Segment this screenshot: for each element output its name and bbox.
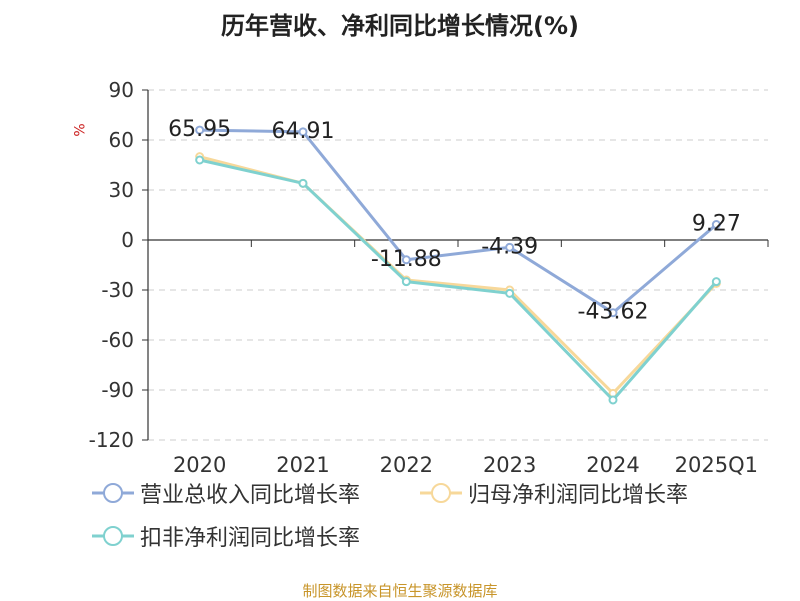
- x-tick-label: 2024: [586, 453, 639, 477]
- legend-label-net-profit: 归母净利润同比增长率: [468, 483, 689, 508]
- data-point-revenue: [195, 125, 205, 135]
- data-label-revenue: 9.27: [692, 212, 741, 237]
- data-labels: 65.95 64.91 -11.88 -4.39 -43.62 9.27: [168, 117, 741, 325]
- grid-lines: [148, 89, 768, 441]
- data-label-revenue: 65.95: [168, 117, 231, 142]
- legend-item-deducted-net-profit[interactable]: 扣非净利润同比增长率: [92, 521, 360, 551]
- y-tick-label: 60: [109, 128, 134, 152]
- data-point-deducted-net-profit: [298, 178, 308, 188]
- legend-marker-deducted-net-profit: [92, 526, 134, 546]
- x-tick-label: 2022: [380, 453, 433, 477]
- legend-label-revenue: 营业总收入同比增长率: [140, 483, 361, 508]
- data-point-deducted-net-profit: [711, 277, 721, 287]
- data-point-deducted-net-profit: [195, 155, 205, 165]
- y-tick-label: -90: [101, 378, 134, 402]
- data-source-note: 制图数据来自恒生聚源数据库: [302, 582, 498, 600]
- legend-label-deducted-net-profit: 扣非净利润同比增长率: [140, 526, 361, 551]
- data-point-deducted-net-profit: [505, 288, 515, 298]
- data-point-revenue: [608, 308, 618, 318]
- y-tick-label: -120: [89, 428, 134, 452]
- y-tick-label: -30: [101, 278, 134, 302]
- legend-item-revenue[interactable]: 营业总收入同比增长率: [92, 478, 360, 508]
- y-tick-label: 30: [109, 178, 134, 202]
- legend-marker-revenue: [92, 483, 134, 503]
- x-tick-label: 2021: [276, 453, 329, 477]
- y-tick-label: 0: [121, 228, 134, 252]
- axes: 90 60 30 0 -30 -60 -90 -120 2020 2021 2022 2023 2024…: [89, 78, 769, 477]
- y-tick-label: 90: [109, 78, 134, 102]
- series-line-revenue: [199, 128, 718, 315]
- series-line-net-profit: [199, 155, 718, 395]
- data-point-revenue: [505, 242, 515, 252]
- data-point-revenue: [298, 127, 308, 137]
- legend-item-net-profit[interactable]: 归母净利润同比增长率: [420, 478, 688, 508]
- chart-title: 历年营收、净利同比增长情况(%): [221, 12, 579, 40]
- data-label-revenue: -4.39: [481, 234, 538, 259]
- data-label-revenue: 64.91: [272, 119, 335, 144]
- series-line-deducted-net-profit: [199, 158, 718, 402]
- x-tick-label: 2020: [173, 453, 226, 477]
- data-point-deducted-net-profit: [608, 395, 618, 405]
- data-point-deducted-net-profit: [401, 277, 411, 287]
- x-tick-label: 2025Q1: [675, 453, 758, 477]
- data-label-revenue: -11.88: [371, 247, 442, 272]
- data-point-revenue: [711, 220, 721, 230]
- data-point-revenue: [401, 255, 411, 265]
- data-label-revenue: -43.62: [578, 300, 649, 325]
- x-tick-label: 2023: [483, 453, 536, 477]
- legend-marker-net-profit: [420, 483, 462, 503]
- series-lines: [195, 125, 721, 405]
- y-tick-label: -60: [101, 328, 134, 352]
